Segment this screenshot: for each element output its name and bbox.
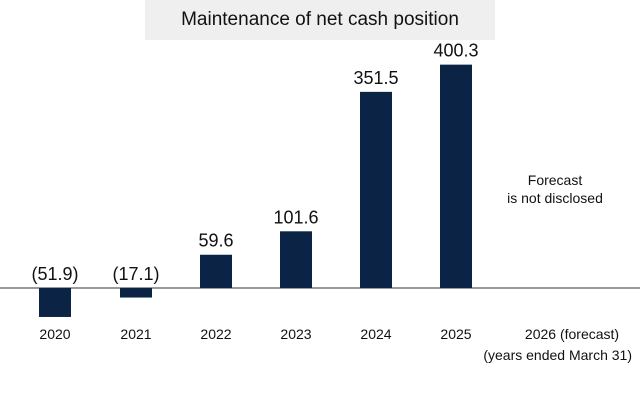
value-label-2024: 351.5	[353, 68, 398, 88]
forecast-note-line-1: Forecast	[527, 172, 583, 188]
forecast-note: Forecast is not disclosed	[480, 171, 630, 207]
chart-title: Maintenance of net cash position	[145, 0, 495, 40]
tick-label-1: 2021	[120, 326, 151, 342]
tick-label-4: 2024	[360, 326, 391, 342]
bar-2022	[200, 254, 232, 288]
x-axis-label: (years ended March 31)	[483, 347, 632, 363]
value-label-2023: 101.6	[273, 207, 318, 227]
bar-2025	[440, 64, 472, 288]
tick-label-3: 2023	[280, 326, 311, 342]
bar-2023	[280, 231, 312, 288]
tick-label-6: 2026 (forecast)	[525, 326, 619, 342]
value-label-2025: 400.3	[433, 41, 478, 61]
bar-2021	[120, 288, 152, 298]
bar-2024	[360, 91, 392, 288]
tick-label-0: 2020	[39, 326, 70, 342]
forecast-note-line-2: is not disclosed	[507, 190, 603, 206]
tick-label-2: 2022	[200, 326, 231, 342]
bar-2020	[39, 288, 71, 317]
tick-label-5: 2025	[440, 326, 471, 342]
value-label-2022: 59.6	[198, 231, 233, 251]
value-label-2021: (17.1)	[112, 264, 159, 284]
value-label-2020: (51.9)	[31, 264, 78, 284]
